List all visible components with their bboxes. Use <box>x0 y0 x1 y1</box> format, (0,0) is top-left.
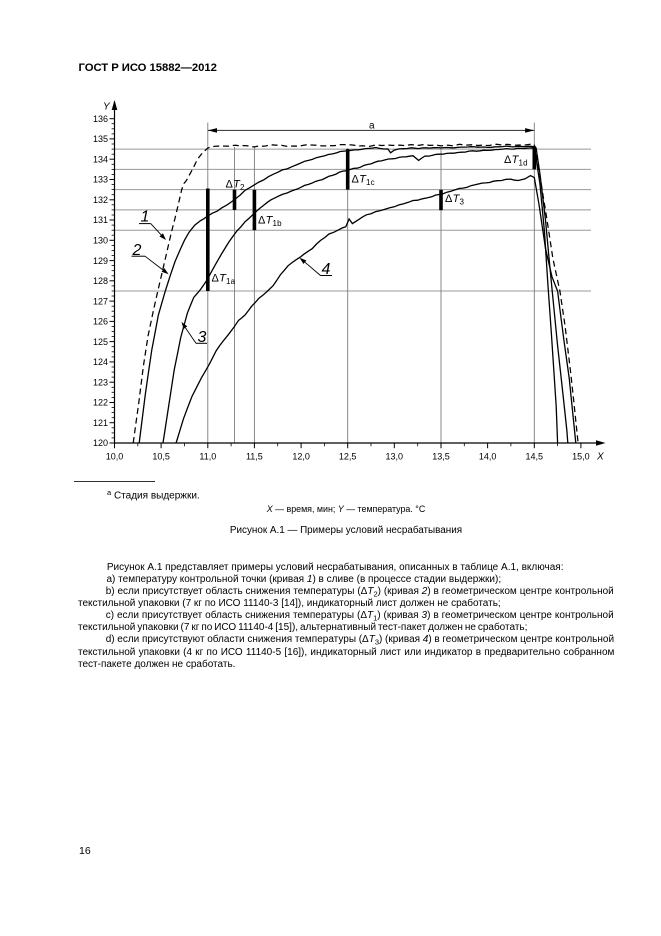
svg-text:2: 2 <box>132 242 142 259</box>
svg-text:14,0: 14,0 <box>479 452 497 462</box>
svg-text:ΔT1a: ΔT1a <box>212 273 236 287</box>
svg-text:Y: Y <box>103 102 111 113</box>
svg-text:1: 1 <box>141 209 150 226</box>
svg-text:4: 4 <box>322 261 331 278</box>
svg-text:10,5: 10,5 <box>152 452 170 462</box>
svg-text:130: 130 <box>93 236 108 246</box>
svg-text:128: 128 <box>93 276 108 286</box>
svg-text:135: 135 <box>93 134 108 144</box>
svg-text:11,0: 11,0 <box>199 452 216 462</box>
svg-text:ΔT1d: ΔT1d <box>504 154 528 168</box>
svg-text:13,5: 13,5 <box>432 452 450 462</box>
svg-text:125: 125 <box>93 337 108 347</box>
svg-text:124: 124 <box>93 357 108 367</box>
svg-text:12,0: 12,0 <box>292 452 310 462</box>
svg-text:133: 133 <box>93 175 108 185</box>
svg-text:15,0: 15,0 <box>572 452 590 462</box>
svg-text:122: 122 <box>93 398 108 408</box>
svg-text:12,5: 12,5 <box>339 452 357 462</box>
svg-text:126: 126 <box>93 317 108 327</box>
svg-text:134: 134 <box>93 154 108 164</box>
svg-text:123: 123 <box>93 377 108 387</box>
svg-text:121: 121 <box>93 418 108 428</box>
svg-text:ΔT3: ΔT3 <box>445 193 464 207</box>
svg-text:132: 132 <box>93 195 108 205</box>
svg-text:3: 3 <box>198 329 207 346</box>
svg-text:127: 127 <box>93 296 108 306</box>
svg-text:13,0: 13,0 <box>386 452 404 462</box>
svg-text:129: 129 <box>93 256 108 266</box>
svg-text:ΔT1c: ΔT1c <box>352 174 375 188</box>
svg-text:ΔT2: ΔT2 <box>226 179 245 193</box>
svg-text:а: а <box>369 121 375 132</box>
svg-text:X: X <box>596 452 604 463</box>
svg-text:131: 131 <box>93 215 108 225</box>
svg-text:136: 136 <box>93 114 108 124</box>
svg-text:ΔT1b: ΔT1b <box>258 215 282 229</box>
svg-text:120: 120 <box>93 438 108 448</box>
svg-text:14,5: 14,5 <box>526 452 544 462</box>
svg-text:10,0: 10,0 <box>106 452 124 462</box>
svg-text:11,5: 11,5 <box>246 452 263 462</box>
